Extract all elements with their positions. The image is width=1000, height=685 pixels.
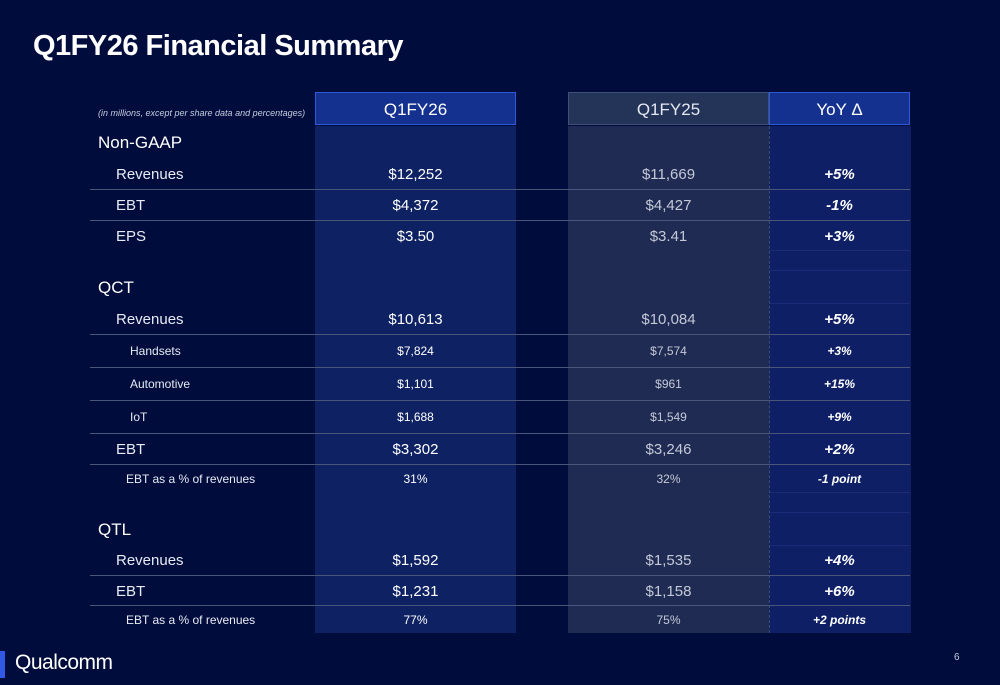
- prior-value: $3,246: [645, 441, 692, 458]
- row-label: EPS: [116, 228, 147, 245]
- current-value: $7,824: [397, 344, 434, 358]
- current-value: $3,302: [392, 441, 439, 458]
- row-divider: [90, 334, 910, 335]
- row-divider: [90, 400, 910, 401]
- current-value: $4,372: [392, 197, 439, 214]
- row-divider: [90, 367, 910, 368]
- row-label: IoT: [130, 410, 148, 424]
- prior-value: $1,158: [645, 583, 692, 600]
- yoy-value: +4%: [824, 552, 855, 569]
- prior-value: $7,574: [650, 344, 687, 358]
- prior-value: $10,084: [641, 311, 696, 328]
- row-divider: [90, 464, 910, 465]
- prior-value: $3.41: [649, 228, 688, 245]
- row-divider: [90, 433, 910, 434]
- yoy-divider: [770, 492, 910, 493]
- yoy-value: +5%: [824, 166, 855, 183]
- yoy-divider: [770, 303, 910, 304]
- prior-value: $1,535: [645, 552, 692, 569]
- column-header-prior: Q1FY25: [568, 92, 769, 125]
- yoy-value: +5%: [824, 311, 855, 328]
- current-value: $1,231: [392, 583, 439, 600]
- yoy-value: +3%: [827, 344, 852, 358]
- prior-column-background: [568, 126, 769, 633]
- section-title-nongaap: Non-GAAP: [98, 133, 183, 152]
- prior-value: 75%: [656, 613, 681, 627]
- prior-value: $11,669: [641, 166, 696, 183]
- prior-value: 32%: [656, 472, 681, 486]
- yoy-value: +2%: [824, 441, 855, 458]
- current-value: $1,101: [397, 377, 434, 391]
- row-label: Revenues: [116, 552, 184, 569]
- logo-accent-bar: [0, 651, 5, 678]
- prior-value: $4,427: [645, 197, 692, 214]
- section-title-qtl: QTL: [98, 520, 132, 539]
- column-header-yoy: YoY Δ: [769, 92, 910, 125]
- row-divider: [90, 605, 910, 606]
- row-label: Revenues: [116, 311, 184, 328]
- current-value: 31%: [403, 472, 428, 486]
- current-value: $12,252: [388, 166, 443, 183]
- yoy-divider: [770, 250, 910, 251]
- yoy-value: +6%: [824, 583, 855, 600]
- current-column-background: [315, 126, 516, 633]
- yoy-divider: [770, 512, 910, 513]
- yoy-value: +2 points: [812, 613, 866, 627]
- yoy-value: +15%: [823, 377, 856, 391]
- current-value: $1,688: [397, 410, 434, 424]
- units-note: (in millions, except per share data and …: [98, 108, 306, 118]
- row-label: EBT as a % of revenues: [126, 472, 256, 486]
- section-title-qct: QCT: [98, 278, 134, 297]
- row-divider: [90, 220, 910, 221]
- yoy-value: -1 point: [817, 472, 862, 486]
- yoy-column-background: [769, 126, 911, 633]
- row-label: Revenues: [116, 166, 184, 183]
- yoy-divider: [770, 545, 910, 546]
- page-number: 6: [954, 652, 960, 663]
- current-value: $3.50: [396, 228, 435, 245]
- column-header-current: Q1FY26: [315, 92, 516, 125]
- row-label: EBT: [116, 441, 146, 458]
- prior-value: $1,549: [650, 410, 687, 424]
- current-value: $1,592: [392, 552, 439, 569]
- row-label: Handsets: [130, 344, 181, 358]
- yoy-value: -1%: [826, 197, 853, 214]
- yoy-divider: [770, 270, 910, 271]
- row-divider: [90, 189, 910, 190]
- row-divider: [90, 575, 910, 576]
- yoy-value: +9%: [827, 410, 852, 424]
- current-value: $10,613: [388, 311, 443, 328]
- row-label: EBT as a % of revenues: [126, 613, 256, 627]
- yoy-value: +3%: [824, 228, 855, 245]
- prior-value: $961: [655, 377, 682, 391]
- row-label: EBT: [116, 197, 146, 214]
- page-title: Q1FY26 Financial Summary: [33, 30, 403, 62]
- current-value: 77%: [403, 613, 428, 627]
- row-label: Automotive: [130, 377, 191, 391]
- qualcomm-logo: Qualcomm: [15, 651, 113, 674]
- row-label: EBT: [116, 583, 146, 600]
